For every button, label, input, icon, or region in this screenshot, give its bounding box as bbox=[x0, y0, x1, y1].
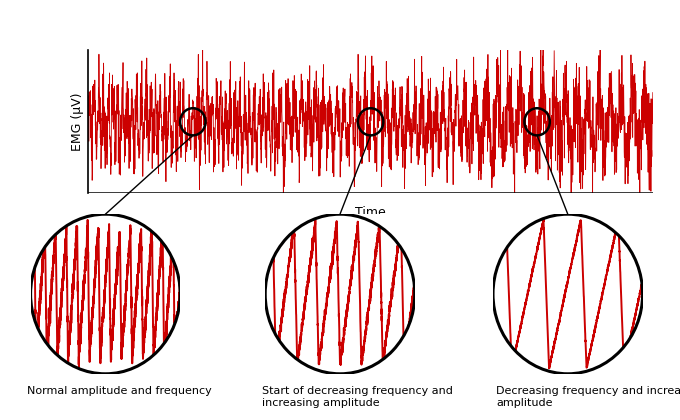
Text: Start of decreasing frequency and
increasing amplitude: Start of decreasing frequency and increa… bbox=[262, 386, 453, 408]
Text: Normal amplitude and frequency: Normal amplitude and frequency bbox=[27, 386, 212, 396]
Y-axis label: EMG (μV): EMG (μV) bbox=[71, 92, 84, 151]
Text: Decreasing frequency and increasing
amplitude: Decreasing frequency and increasing ampl… bbox=[496, 386, 680, 408]
Text: Time: Time bbox=[355, 206, 386, 219]
